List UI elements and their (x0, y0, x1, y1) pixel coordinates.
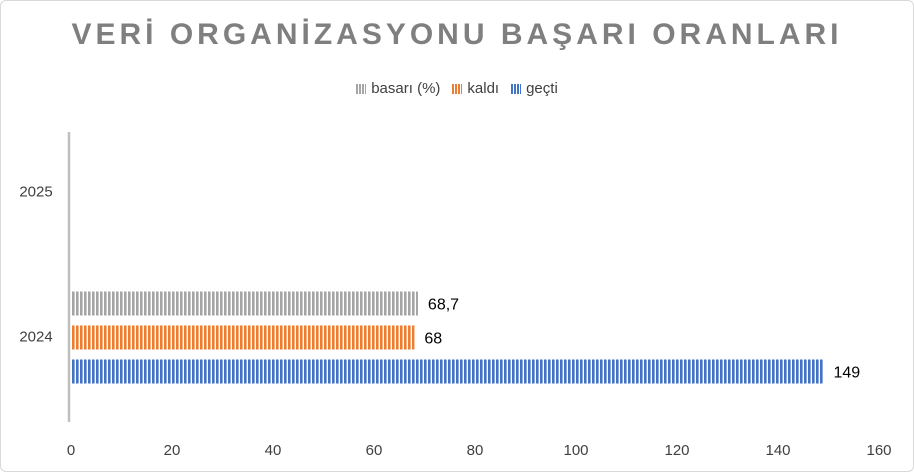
data-label: 68,7 (428, 297, 459, 314)
x-tick-label: 100 (563, 442, 588, 459)
bar-basarı (%) (71, 291, 418, 316)
x-tick-label: 120 (664, 442, 689, 459)
legend-swatch (511, 83, 522, 94)
x-tick-label: 160 (866, 442, 891, 459)
data-label: 68 (424, 331, 442, 348)
x-tick-label: 60 (366, 442, 383, 459)
bar-kaldı (71, 325, 415, 350)
legend-entry: kaldı (452, 80, 499, 97)
data-label: 149 (833, 365, 860, 382)
legend-label: kaldı (467, 80, 500, 97)
x-tick-label: 80 (467, 442, 484, 459)
legend-entry: geçti (511, 80, 558, 97)
x-tick-label: 140 (765, 442, 790, 459)
chart-title: VERİ ORGANİZASYONU BAŞARI ORANLARI (71, 18, 843, 51)
bar-geçti (71, 359, 824, 384)
legend-swatch (356, 83, 367, 94)
legend-entry: basarı (%) (356, 80, 440, 97)
legend-label: geçti (526, 80, 558, 97)
legend: basarı (%) kaldı geçti (0, 80, 914, 98)
x-tick-label: 40 (265, 442, 282, 459)
x-tick-label: 20 (164, 442, 181, 459)
y-tick-label: 2024 (19, 329, 52, 346)
y-tick-label: 2025 (19, 184, 52, 201)
legend-swatch (452, 83, 463, 94)
x-tick-label: 0 (67, 442, 75, 459)
legend-label: basarı (%) (371, 80, 441, 97)
